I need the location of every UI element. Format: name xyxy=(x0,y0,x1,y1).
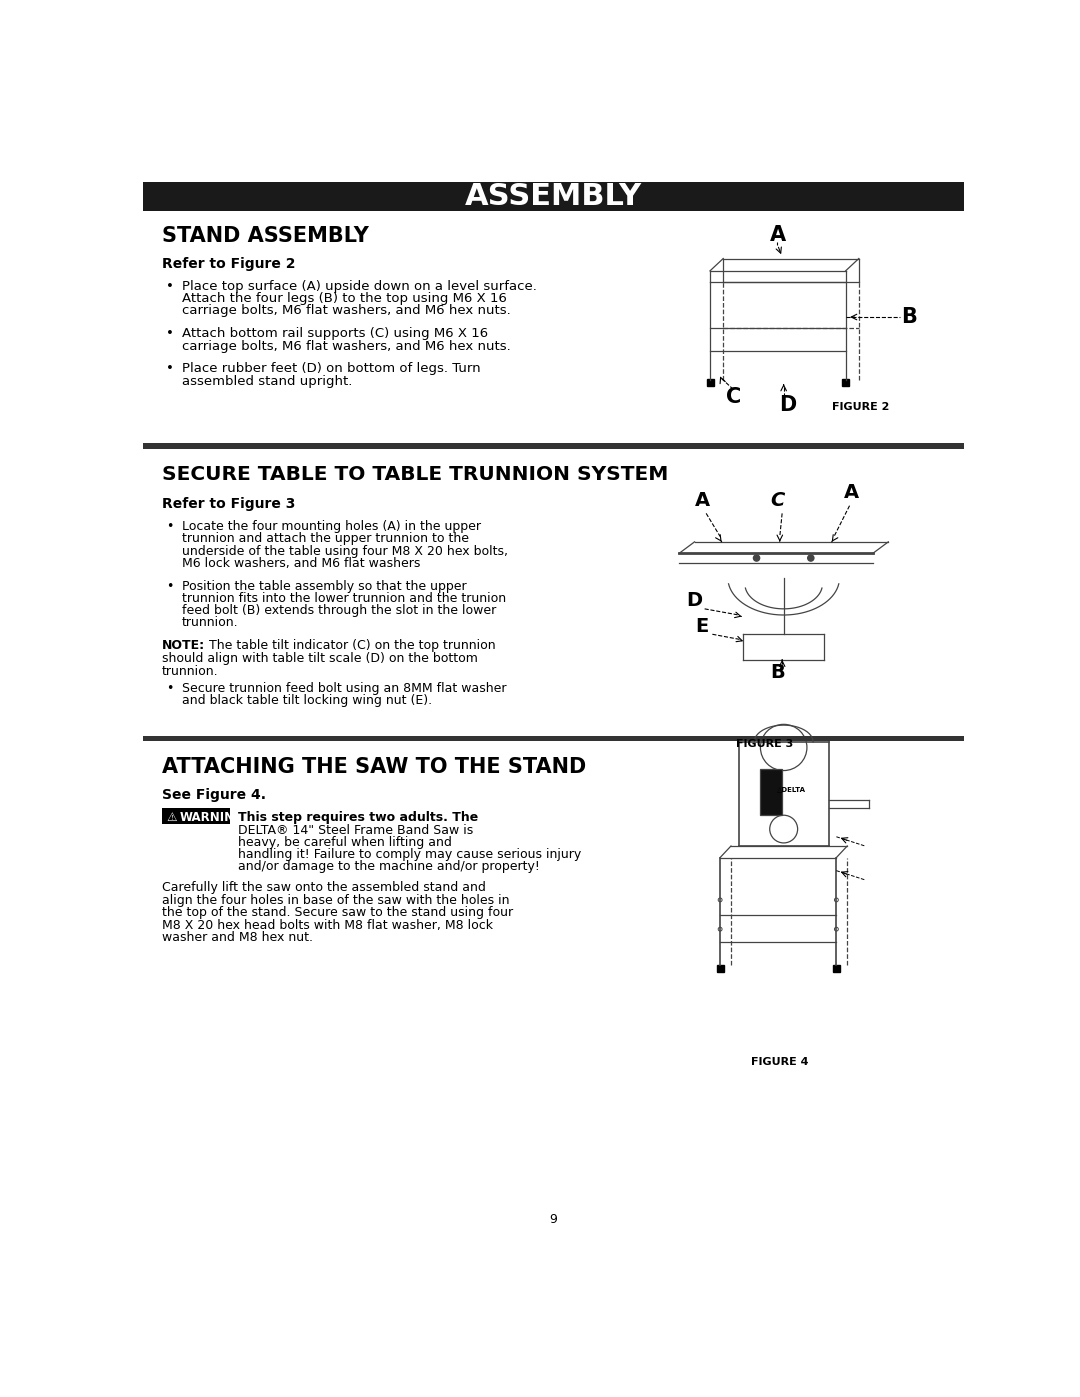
Text: 9: 9 xyxy=(550,1213,557,1225)
FancyBboxPatch shape xyxy=(162,807,230,824)
Bar xyxy=(842,380,849,387)
Text: M8 X 20 hex head bolts with M8 flat washer, M8 lock: M8 X 20 hex head bolts with M8 flat wash… xyxy=(162,919,494,932)
Text: and/or damage to the machine and/or property!: and/or damage to the machine and/or prop… xyxy=(238,861,540,873)
Text: FIGURE 3: FIGURE 3 xyxy=(735,739,793,749)
Text: •: • xyxy=(166,362,174,376)
Text: B: B xyxy=(770,664,785,682)
Text: underside of the table using four M8 X 20 hex bolts,: underside of the table using four M8 X 2… xyxy=(181,545,508,557)
Bar xyxy=(833,964,840,971)
Text: WARNING:: WARNING: xyxy=(179,812,248,824)
Text: trunnion.: trunnion. xyxy=(162,665,219,678)
Text: Carefully lift the saw onto the assembled stand and: Carefully lift the saw onto the assemble… xyxy=(162,882,486,894)
FancyBboxPatch shape xyxy=(143,182,964,211)
Circle shape xyxy=(808,555,814,562)
Text: ASSEMBLY: ASSEMBLY xyxy=(464,182,643,211)
Text: DELTA® 14" Steel Frame Band Saw is: DELTA® 14" Steel Frame Band Saw is xyxy=(238,823,473,837)
Text: Locate the four mounting holes (A) in the upper: Locate the four mounting holes (A) in th… xyxy=(181,520,481,534)
Bar xyxy=(717,964,724,971)
FancyBboxPatch shape xyxy=(143,736,964,742)
Text: ATTACHING THE SAW TO THE STAND: ATTACHING THE SAW TO THE STAND xyxy=(162,757,586,778)
Text: •: • xyxy=(166,520,174,534)
Text: washer and M8 hex nut.: washer and M8 hex nut. xyxy=(162,932,313,944)
Text: carriage bolts, M6 flat washers, and M6 hex nuts.: carriage bolts, M6 flat washers, and M6 … xyxy=(181,305,510,317)
Text: Place rubber feet (D) on bottom of legs. Turn: Place rubber feet (D) on bottom of legs.… xyxy=(181,362,481,376)
Text: SECURE TABLE TO TABLE TRUNNION SYSTEM: SECURE TABLE TO TABLE TRUNNION SYSTEM xyxy=(162,465,669,483)
Text: trunnion fits into the lower trunnion and the trunion: trunnion fits into the lower trunnion an… xyxy=(181,592,505,605)
Text: A: A xyxy=(694,490,710,510)
Text: Refer to Figure 2: Refer to Figure 2 xyxy=(162,257,296,271)
Text: A: A xyxy=(845,483,860,502)
Text: Place top surface (A) upside down on a level surface.: Place top surface (A) upside down on a l… xyxy=(181,279,537,293)
Text: NOTE:: NOTE: xyxy=(162,640,205,652)
Text: See Figure 4.: See Figure 4. xyxy=(162,788,266,802)
FancyBboxPatch shape xyxy=(143,443,964,448)
Circle shape xyxy=(754,555,759,562)
Text: C: C xyxy=(726,387,741,407)
Text: FIGURE 2: FIGURE 2 xyxy=(832,402,889,412)
Text: •: • xyxy=(166,682,174,694)
Text: C: C xyxy=(770,490,784,510)
Text: handling it! Failure to comply may cause serious injury: handling it! Failure to comply may cause… xyxy=(238,848,581,861)
Text: FIGURE 4: FIGURE 4 xyxy=(751,1056,809,1067)
Text: This step requires two adults. The: This step requires two adults. The xyxy=(238,812,478,824)
Text: carriage bolts, M6 flat washers, and M6 hex nuts.: carriage bolts, M6 flat washers, and M6 … xyxy=(181,339,510,352)
Text: assembled stand upright.: assembled stand upright. xyxy=(181,374,352,387)
Text: Attach bottom rail supports (C) using M6 X 16: Attach bottom rail supports (C) using M6… xyxy=(181,327,488,341)
Text: The table tilt indicator (C) on the top trunnion: The table tilt indicator (C) on the top … xyxy=(208,640,496,652)
Text: the top of the stand. Secure saw to the stand using four: the top of the stand. Secure saw to the … xyxy=(162,907,513,919)
Text: E: E xyxy=(696,617,708,636)
Text: •: • xyxy=(166,279,174,293)
Bar xyxy=(706,380,714,387)
Text: and black table tilt locking wing nut (E).: and black table tilt locking wing nut (E… xyxy=(181,694,432,707)
Text: should align with table tilt scale (D) on the bottom: should align with table tilt scale (D) o… xyxy=(162,652,478,665)
Text: •: • xyxy=(166,580,174,592)
Text: •: • xyxy=(166,327,174,341)
Text: B: B xyxy=(902,307,917,327)
Bar xyxy=(760,768,782,816)
Text: Secure trunnion feed bolt using an 8MM flat washer: Secure trunnion feed bolt using an 8MM f… xyxy=(181,682,507,694)
Text: Position the table assembly so that the upper: Position the table assembly so that the … xyxy=(181,580,467,592)
Text: Refer to Figure 3: Refer to Figure 3 xyxy=(162,497,296,511)
Text: feed bolt (B) extends through the slot in the lower: feed bolt (B) extends through the slot i… xyxy=(181,604,496,617)
Text: A: A xyxy=(769,225,785,246)
Text: M6 lock washers, and M6 flat washers: M6 lock washers, and M6 flat washers xyxy=(181,557,420,570)
Text: align the four holes in base of the saw with the holes in: align the four holes in base of the saw … xyxy=(162,894,510,907)
Text: D: D xyxy=(779,395,796,415)
Text: D: D xyxy=(687,591,703,609)
Text: trunnion and attach the upper trunnion to the: trunnion and attach the upper trunnion t… xyxy=(181,532,469,545)
Text: trunnion.: trunnion. xyxy=(181,616,238,629)
Text: ⚠: ⚠ xyxy=(166,812,177,824)
Text: △DELTA: △DELTA xyxy=(777,785,806,792)
Text: heavy, be careful when lifting and: heavy, be careful when lifting and xyxy=(238,835,451,849)
Text: Attach the four legs (B) to the top using M6 X 16: Attach the four legs (B) to the top usin… xyxy=(181,292,507,305)
Text: STAND ASSEMBLY: STAND ASSEMBLY xyxy=(162,226,369,246)
